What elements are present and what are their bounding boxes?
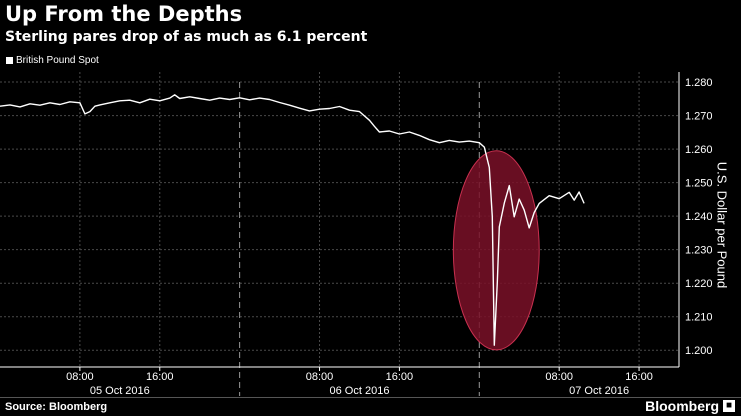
footer-rule — [0, 397, 741, 398]
x-tick-label: 08:00 — [545, 371, 573, 383]
x-date-label: 05 Oct 2016 — [90, 385, 150, 397]
y-tick-label: 1.200 — [685, 345, 713, 357]
x-date-label: 07 Oct 2016 — [569, 385, 629, 397]
y-tick-label: 1.270 — [685, 111, 713, 123]
y-tick-label: 1.210 — [685, 312, 713, 324]
x-tick-label: 08:00 — [66, 371, 94, 383]
source-note: Source: Bloomberg — [5, 401, 108, 413]
chart-title: Up From the Depths — [5, 2, 243, 26]
y-tick-label: 1.220 — [685, 278, 713, 290]
brand-logo: Bloomberg ■ — [645, 398, 735, 414]
bloomberg-terminal-icon: ■ — [723, 400, 735, 412]
series-line-british-pound-spot — [0, 94, 585, 346]
brand-name: Bloomberg — [645, 398, 719, 414]
legend-swatch — [6, 57, 13, 64]
y-tick-label: 1.260 — [685, 144, 713, 156]
chart-subtitle: Sterling pares drop of as much as 6.1 pe… — [5, 29, 368, 45]
x-tick-label: 08:00 — [306, 371, 334, 383]
y-tick-label: 1.240 — [685, 211, 713, 223]
y-tick-label: 1.280 — [685, 77, 713, 89]
x-date-label: 06 Oct 2016 — [330, 385, 390, 397]
x-tick-label: 16:00 — [625, 371, 653, 383]
y-tick-label: 1.250 — [685, 178, 713, 190]
y-axis-label: U.S. Dollar per Pound — [714, 161, 730, 289]
x-tick-label: 16:00 — [386, 371, 414, 383]
highlight-ellipse — [452, 150, 540, 351]
x-tick-label: 16:00 — [146, 371, 174, 383]
y-tick-label: 1.230 — [685, 245, 713, 257]
legend: British Pound Spot — [6, 55, 99, 66]
legend-label: British Pound Spot — [16, 55, 99, 66]
